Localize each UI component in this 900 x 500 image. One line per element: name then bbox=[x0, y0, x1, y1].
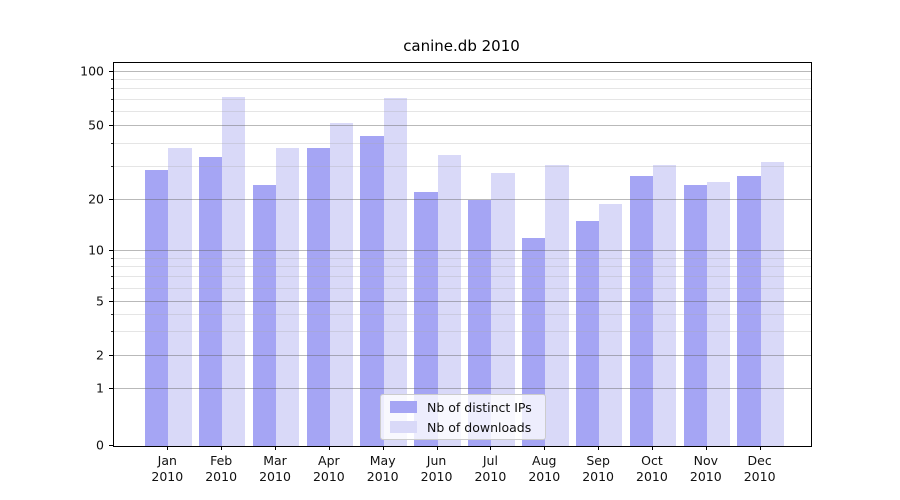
bar-downloads-mar bbox=[276, 148, 300, 446]
bar-downloads-jun bbox=[437, 154, 461, 446]
x-tick-label-nov: Nov 2010 bbox=[689, 453, 722, 484]
x-tick-label-jul: Jul 2010 bbox=[474, 453, 507, 484]
y-tick-minor bbox=[111, 98, 113, 100]
legend-label: Nb of distinct IPs bbox=[427, 399, 532, 415]
y-tick bbox=[109, 125, 113, 126]
x-tick-label-mar: Mar 2010 bbox=[259, 453, 291, 484]
x-tick bbox=[651, 446, 653, 450]
legend-row: Nb of distinct IPs bbox=[381, 397, 545, 417]
x-tick bbox=[275, 446, 276, 450]
y-tick-label: 2 bbox=[96, 347, 104, 363]
bar-ips-oct bbox=[629, 175, 653, 446]
y-tick bbox=[109, 70, 113, 72]
y-tick-minor bbox=[111, 166, 113, 168]
y-tick bbox=[109, 199, 113, 200]
x-tick-label-dec: Dec 2010 bbox=[743, 453, 776, 484]
y-tick bbox=[109, 301, 113, 302]
x-tick bbox=[382, 446, 384, 450]
legend: Nb of distinct IPs Nb of downloads bbox=[380, 394, 546, 440]
y-tick-minor bbox=[111, 88, 113, 90]
y-tick-minor bbox=[111, 331, 113, 333]
bar-downloads-apr bbox=[329, 122, 354, 446]
bar-downloads-may bbox=[383, 98, 407, 446]
legend-swatch-ips bbox=[390, 401, 417, 413]
bars-layer bbox=[114, 63, 811, 446]
bar-ips-jan bbox=[145, 170, 169, 446]
bar-ips-sep bbox=[575, 221, 600, 446]
y-tick bbox=[109, 355, 113, 356]
x-tick bbox=[328, 446, 330, 450]
bar-ips-apr bbox=[306, 148, 330, 446]
x-tick bbox=[759, 446, 761, 450]
bar-downloads-aug bbox=[545, 164, 569, 446]
y-tick-minor bbox=[111, 266, 113, 268]
bar-downloads-oct bbox=[652, 164, 677, 446]
x-tick bbox=[544, 446, 546, 450]
bar-ips-jun bbox=[414, 192, 438, 446]
bar-downloads-sep bbox=[599, 203, 623, 446]
y-tick-label: 5 bbox=[96, 293, 104, 309]
bar-ips-jul bbox=[468, 200, 492, 446]
y-tick-minor bbox=[111, 314, 113, 316]
bar-ips-nov bbox=[683, 185, 707, 446]
bar-ips-dec bbox=[737, 175, 761, 446]
legend-label: Nb of downloads bbox=[427, 419, 532, 435]
y-tick-label: 50 bbox=[88, 117, 104, 133]
x-tick-label-aug: Aug 2010 bbox=[528, 453, 561, 484]
x-tick-label-jun: Jun 2010 bbox=[420, 453, 453, 484]
y-tick bbox=[109, 250, 113, 251]
y-tick bbox=[109, 445, 113, 446]
bar-downloads-nov bbox=[706, 181, 731, 446]
bar-ips-feb bbox=[198, 157, 223, 446]
y-tick-label: 1 bbox=[96, 380, 104, 396]
y-tick-minor bbox=[111, 257, 113, 259]
bar-downloads-jan bbox=[168, 148, 192, 446]
x-tick bbox=[436, 446, 438, 450]
x-tick bbox=[490, 446, 492, 450]
bar-downloads-dec bbox=[760, 162, 784, 446]
bar-downloads-feb bbox=[222, 97, 246, 446]
y-tick-label: 100 bbox=[80, 63, 104, 78]
x-tick-label-apr: Apr 2010 bbox=[312, 453, 345, 484]
x-tick-label-may: May 2010 bbox=[366, 453, 399, 484]
x-tick-label-jan: Jan 2010 bbox=[151, 453, 184, 484]
x-tick-label-feb: Feb 2010 bbox=[205, 453, 238, 484]
y-tick-label: 20 bbox=[88, 191, 104, 207]
y-tick-minor bbox=[111, 78, 113, 80]
x-tick bbox=[705, 446, 707, 450]
x-tick bbox=[598, 446, 600, 450]
bar-ips-may bbox=[360, 136, 384, 446]
y-tick bbox=[109, 388, 113, 389]
legend-row: Nb of downloads bbox=[381, 417, 545, 437]
x-tick bbox=[167, 446, 169, 450]
y-tick-minor bbox=[111, 287, 113, 289]
bar-ips-mar bbox=[252, 185, 276, 446]
y-tick-minor bbox=[111, 110, 113, 112]
plot-area bbox=[113, 62, 812, 447]
x-tick-label-sep: Sep 2010 bbox=[582, 453, 614, 484]
chart-title: canine.db 2010 bbox=[403, 37, 520, 55]
y-tick-label: 0 bbox=[96, 437, 104, 453]
y-tick-label: 10 bbox=[88, 242, 104, 258]
bar-ips-aug bbox=[521, 237, 546, 446]
x-tick-label-oct: Oct 2010 bbox=[636, 453, 668, 484]
y-tick-minor bbox=[111, 143, 113, 145]
legend-swatch-downloads bbox=[390, 421, 417, 433]
x-tick bbox=[221, 446, 223, 450]
bar-downloads-jul bbox=[491, 172, 515, 446]
y-tick-minor bbox=[111, 276, 113, 278]
